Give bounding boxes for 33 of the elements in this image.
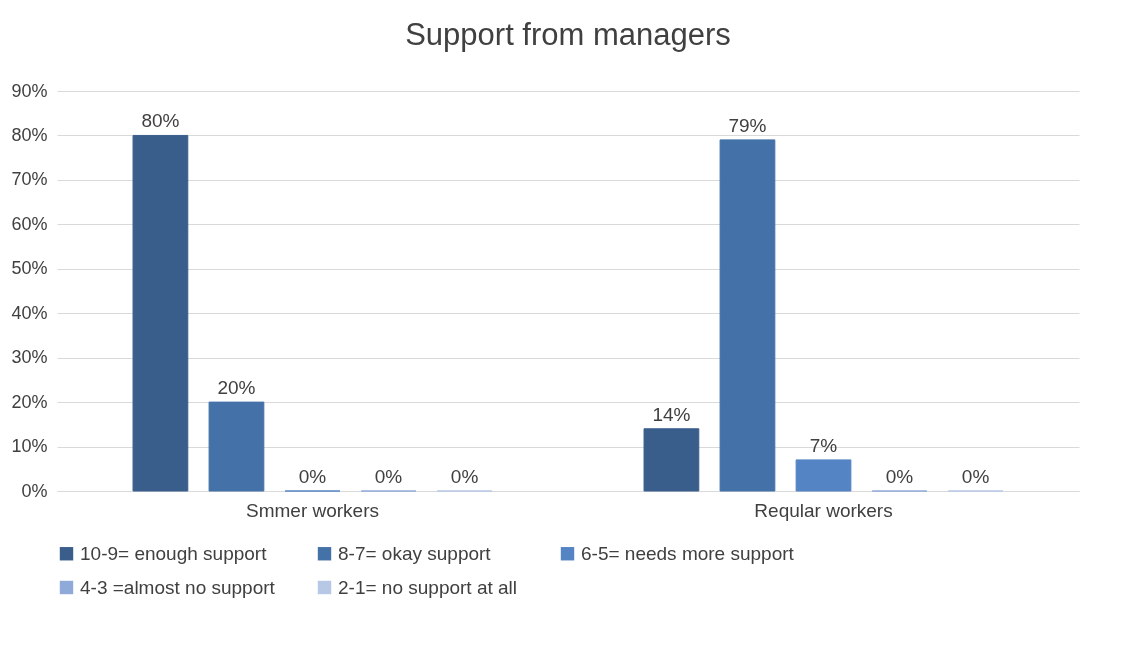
data-label: 0%	[298, 466, 327, 487]
data-label: 0%	[450, 466, 479, 487]
legend-label: 6-5= needs more support	[581, 542, 795, 564]
data-label: 0%	[961, 466, 990, 487]
y-tick-label: 50%	[11, 258, 48, 279]
data-label: 0%	[374, 466, 403, 487]
y-tick-label: 30%	[11, 347, 48, 368]
data-label: 80%	[141, 110, 180, 132]
data-label: 0%	[885, 466, 914, 487]
y-tick-label: 40%	[11, 302, 48, 323]
y-tick-label: 70%	[11, 169, 48, 190]
data-label: 14%	[652, 403, 691, 425]
bar	[643, 428, 700, 492]
y-tick-label: 60%	[11, 213, 48, 234]
bar	[132, 134, 189, 492]
x-tick-label: Reqular workers	[754, 499, 893, 521]
legend-label: 4-3 =almost no support	[80, 576, 276, 598]
bar	[795, 459, 852, 492]
bar	[208, 401, 265, 492]
y-tick-label: 80%	[11, 124, 48, 145]
y-tick-label: 0%	[21, 480, 48, 501]
chart-title: Support from managers	[405, 17, 731, 52]
bar	[719, 139, 776, 492]
legend-label: 2-1= no support at all	[338, 576, 518, 598]
legend-label: 10-9= enough support	[80, 542, 268, 564]
x-tick-label: Smmer workers	[245, 499, 380, 521]
data-label: 79%	[728, 114, 767, 136]
legend-label: 8-7= okay support	[338, 542, 492, 564]
y-tick-label: 10%	[11, 436, 48, 457]
data-label: 7%	[809, 434, 838, 456]
y-tick-label: 20%	[11, 391, 48, 412]
data-label: 20%	[217, 377, 256, 399]
y-tick-label: 90%	[11, 80, 48, 101]
